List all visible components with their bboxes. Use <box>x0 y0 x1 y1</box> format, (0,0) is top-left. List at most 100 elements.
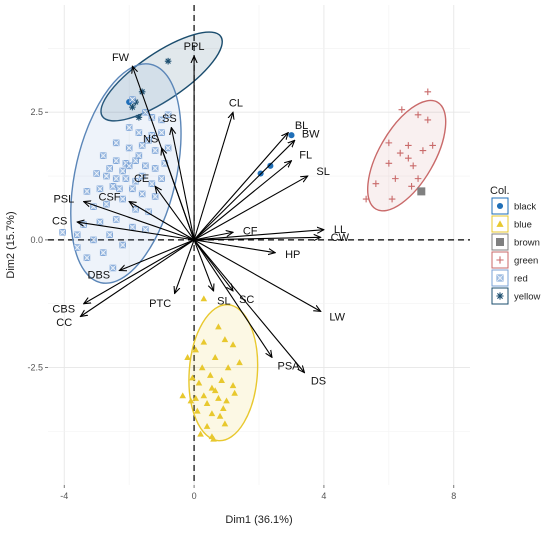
point-blue <box>208 384 216 391</box>
point-blue <box>203 422 211 429</box>
point-red-cross <box>142 109 149 116</box>
point-blue <box>207 371 214 378</box>
point-red-cross <box>129 96 136 103</box>
arrow-bw <box>193 140 295 241</box>
legend-label-green: green <box>514 256 538 267</box>
point-green <box>424 88 432 96</box>
point-blue <box>221 420 229 427</box>
point-red-cross <box>126 124 133 131</box>
point-green <box>362 195 370 203</box>
point-red-cross <box>109 183 116 190</box>
point-red-cross <box>126 162 133 169</box>
point-red <box>96 218 104 226</box>
point-red-cross <box>93 170 100 177</box>
arrow-label-bl: BL <box>295 120 308 132</box>
point-red <box>125 144 133 152</box>
arrow-psa <box>193 239 272 357</box>
point-red <box>151 193 159 200</box>
point-blue <box>219 405 227 412</box>
arrow-sl <box>193 176 308 241</box>
legend-marker-yellow <box>496 292 504 300</box>
legend-marker-black <box>496 202 504 210</box>
point-blue <box>198 364 206 371</box>
point-red <box>106 231 113 239</box>
point-red <box>158 116 165 124</box>
point-red <box>148 180 156 187</box>
point-red <box>109 264 117 272</box>
point-red-cross <box>119 196 126 203</box>
point-red-cross <box>119 241 126 249</box>
point-red-cross <box>129 185 136 192</box>
arrow-label-cc: CC <box>56 317 72 329</box>
point-blue <box>215 394 222 401</box>
arrow-ns <box>162 148 195 241</box>
arrow-label-cbs: CBS <box>52 304 75 316</box>
point-red-cross <box>90 236 97 243</box>
arrow-label-psa: PSA <box>278 361 301 373</box>
confidence-ellipse-green <box>366 99 447 212</box>
point-red-cross <box>100 152 107 159</box>
point-green <box>429 142 436 149</box>
point-red-cross <box>96 185 103 192</box>
point-red <box>99 249 107 256</box>
point-red <box>99 152 107 159</box>
point-red <box>138 142 146 149</box>
point-yellow <box>138 88 146 96</box>
legend-label-black: black <box>514 202 536 213</box>
point-red <box>112 157 120 164</box>
point-red <box>112 139 120 147</box>
legend-marker-red <box>496 274 504 282</box>
point-red <box>151 165 159 172</box>
point-blue <box>229 341 237 348</box>
arrow-label-cf: CF <box>243 225 258 237</box>
arrow-fl <box>193 161 291 241</box>
point-red-cross <box>74 231 81 238</box>
arrow-label-ll: LL <box>334 224 346 236</box>
arrow-label-cw: CW <box>331 232 350 244</box>
legend-title: Col. <box>490 185 510 197</box>
x-tick-label: 0 <box>192 491 197 501</box>
point-red <box>145 137 152 144</box>
point-green <box>392 175 399 182</box>
point-red-cross <box>145 137 152 144</box>
point-green <box>385 159 393 167</box>
point-red-cross <box>129 224 136 231</box>
point-red <box>83 188 91 195</box>
point-red-cross <box>116 185 123 192</box>
point-red <box>109 183 117 190</box>
point-green <box>398 106 406 113</box>
point-red-cross <box>126 144 133 151</box>
arrow-cf <box>193 232 233 241</box>
arrow-bl <box>193 133 288 241</box>
point-blue <box>189 374 196 381</box>
confidence-ellipse-blue <box>188 303 259 442</box>
arrow-dbs <box>119 239 195 271</box>
arrow-label-psl: PSL <box>53 193 74 205</box>
arrow-cs <box>77 222 195 241</box>
point-brown <box>417 187 426 196</box>
point-red <box>151 147 159 154</box>
point-red-cross <box>113 157 120 164</box>
point-red <box>119 195 126 203</box>
point-blue <box>200 338 208 345</box>
point-red-cross <box>103 173 110 180</box>
point-red <box>93 170 100 177</box>
point-red <box>158 129 165 136</box>
x-tick-label: -4 <box>60 491 68 501</box>
point-red-cross <box>158 116 165 123</box>
point-black <box>267 162 274 169</box>
group-ellipses <box>70 31 447 442</box>
point-blue <box>231 389 238 396</box>
point-red <box>132 206 139 213</box>
point-red <box>164 144 172 152</box>
point-red <box>83 254 91 262</box>
arrow-ll <box>194 230 324 241</box>
point-blue <box>195 379 203 386</box>
arrow-label-cs: CS <box>52 216 67 228</box>
y-tick-label: -2.5 <box>27 363 43 373</box>
arrow-lw <box>193 239 321 311</box>
point-green <box>409 162 417 170</box>
arrow-ce <box>155 186 195 241</box>
point-green <box>419 147 427 154</box>
